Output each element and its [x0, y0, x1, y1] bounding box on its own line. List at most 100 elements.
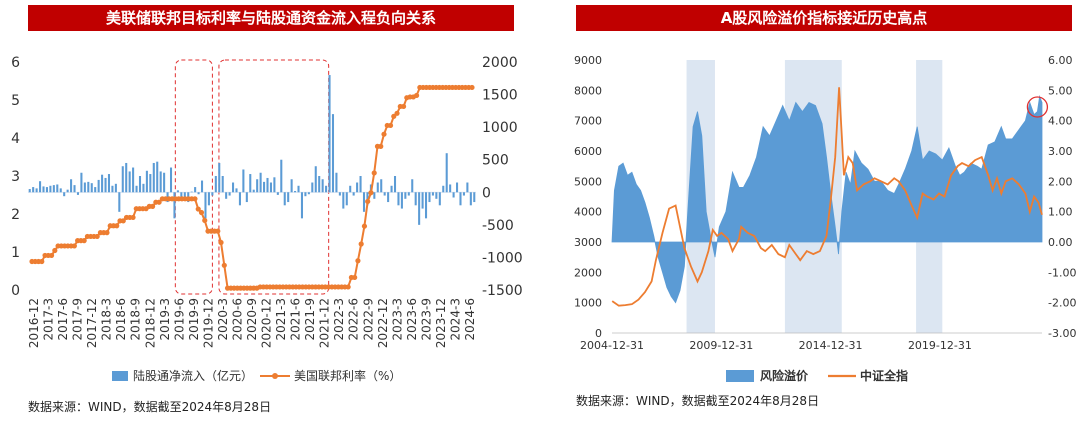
inflow-bar [325, 185, 328, 193]
inflow-bar [142, 183, 145, 193]
left-axis-tick-label: 7000 [574, 115, 602, 128]
inflow-bar [145, 170, 148, 193]
inflow-bar [83, 182, 86, 193]
right-chart: 0 1000 2000 3000 4000 5000 6000 7000 8000 9000 -3.… [574, 54, 1076, 383]
inflow-bar [39, 181, 42, 193]
left-chart-title: 美联储联邦目标利率与陆股通资金流入程负向关系 [28, 5, 514, 31]
inflow-bar [232, 182, 235, 193]
inflow-bar [152, 162, 155, 193]
left-axis-tick-label: 3 [11, 169, 20, 185]
right-axis-tick-label: -1500 [482, 283, 523, 299]
inflow-bar [207, 192, 210, 206]
inflow-bar [238, 192, 241, 206]
inflow-bar [404, 192, 407, 199]
right-chart-title: A股风险溢价指标接近历史高点 [576, 5, 1072, 31]
inflow-bar [221, 176, 224, 193]
x-axis-tick-label: 2017-3 [42, 298, 56, 341]
inflow-bar [438, 192, 441, 206]
inflow-bar [76, 192, 80, 195]
x-axis-tick-label: 2020-6 [230, 298, 244, 341]
right-axis-tick-label: -1.00 [1048, 266, 1076, 279]
left-axis-tick-label: 5 [11, 93, 20, 109]
x-axis-tick-label: 2022-3 [332, 298, 346, 341]
inflow-bar [300, 192, 304, 219]
inflow-bar [342, 192, 345, 209]
fed-rate-point [156, 199, 162, 205]
right-axis-tick-label: 1000 [482, 120, 518, 136]
fed-rate-point [71, 243, 77, 249]
legend-bar-swatch [112, 371, 128, 381]
right-axis-tick-label: 2.00 [1048, 175, 1073, 188]
inflow-bar [211, 192, 214, 196]
left-axis-tick-label: 4000 [574, 206, 602, 219]
inflow-bar [73, 185, 76, 193]
inflow-bar [411, 179, 414, 193]
right-axis-tick-label: 500 [482, 153, 509, 169]
inflow-bar [280, 159, 283, 193]
inflow-bar [107, 174, 111, 193]
inflow-bar [290, 179, 293, 193]
inflow-bar [128, 171, 131, 193]
inflow-bar [349, 185, 352, 193]
left-axis-tick-label: 0 [11, 283, 20, 299]
inflow-bar [338, 192, 341, 196]
fed-rate-point [218, 239, 224, 246]
risk-premium-area [611, 94, 1043, 304]
inflow-bar [421, 192, 424, 209]
x-axis-tick-label: 2019-3 [158, 298, 172, 341]
inflow-bar [225, 192, 228, 199]
inflow-bar [197, 192, 200, 195]
right-axis-tick-label: -500 [482, 218, 514, 234]
x-axis-tick-label: 2021-6 [289, 298, 303, 341]
inflow-bar [252, 189, 255, 193]
inflow-bar [163, 172, 166, 193]
right-axis-tick-label: -3.00 [1048, 327, 1076, 340]
fed-rate-point [221, 262, 227, 268]
inflow-bar [180, 192, 183, 198]
right-axis-tick-label: 0.00 [1048, 236, 1073, 249]
inflow-bar [459, 192, 462, 206]
fed-rate-point [114, 223, 120, 229]
legend-area-label: 风险溢价 [760, 368, 809, 383]
inflow-bar [45, 187, 48, 193]
inflow-bar [376, 182, 379, 193]
inflow-bar [335, 172, 338, 193]
fed-rate-point [195, 206, 201, 212]
x-axis-tick-label: 2018-12 [143, 298, 157, 348]
left-axis-tick-label: 3000 [574, 236, 602, 249]
inflow-bar [442, 185, 445, 193]
inflow-bar [418, 192, 421, 225]
fed-rate-point [361, 223, 368, 229]
inflow-bar [121, 166, 124, 193]
inflow-bar [63, 192, 66, 197]
right-axis-tick-label: -1000 [482, 250, 523, 266]
inflow-bar [42, 186, 45, 193]
inflow-bar [380, 179, 383, 193]
inflow-bar [173, 192, 176, 219]
right-axis-tick-label: -2.00 [1048, 297, 1076, 310]
fed-rate-point [469, 84, 475, 91]
inflow-bar [397, 192, 400, 206]
inflow-bar [218, 162, 221, 193]
inflow-bar [242, 169, 245, 193]
right-axis-tick-label: 3.00 [1048, 145, 1073, 158]
inflow-bar [132, 167, 135, 193]
left-axis-tick-label: 5000 [574, 175, 602, 188]
inflow-bar [35, 188, 38, 193]
x-axis-tick-label: 2004-12-31 [580, 339, 644, 352]
inflow-bar [52, 185, 55, 193]
inflow-bar [393, 176, 397, 193]
inflow-bar [435, 192, 438, 199]
fed-rate-point [387, 122, 394, 129]
fed-rate-point [365, 198, 371, 205]
x-axis-tick-label: 2019-6 [172, 298, 186, 341]
inflow-bar [49, 185, 52, 193]
right-axis-tick-label: 5.00 [1048, 84, 1073, 97]
inflow-bar [114, 183, 117, 193]
fed-rate-point [394, 110, 400, 116]
fed-rate-point [48, 252, 55, 259]
x-axis-tick-label: 2017-6 [56, 298, 70, 341]
fed-rate-point [39, 258, 45, 265]
fed-rate-point [130, 214, 136, 221]
inflow-bar [428, 192, 431, 203]
